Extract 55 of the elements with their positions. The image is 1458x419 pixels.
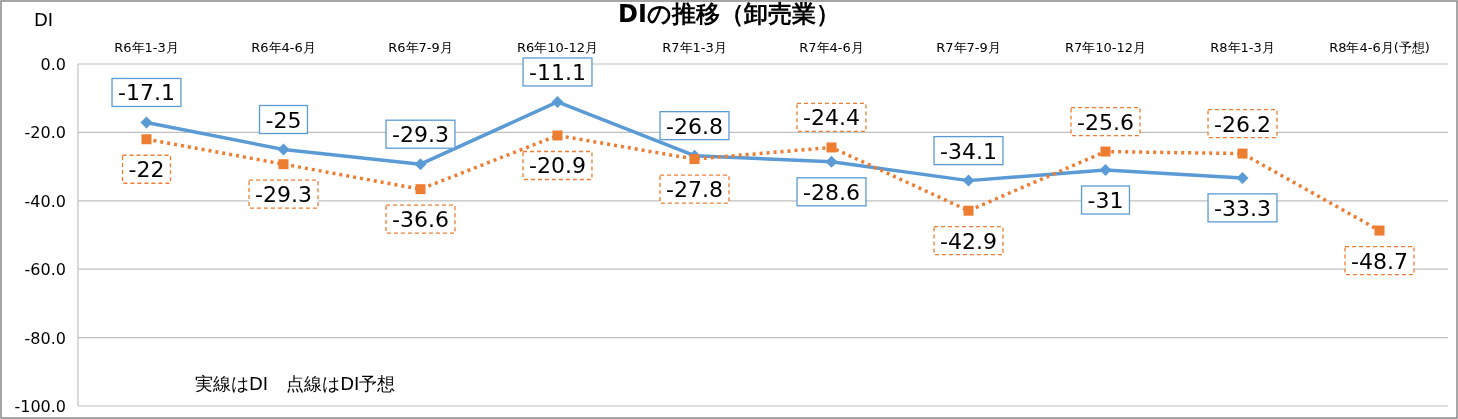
ytick: -100.0 xyxy=(14,397,66,416)
point xyxy=(962,174,975,187)
point xyxy=(963,205,974,216)
ytick: -80.0 xyxy=(24,328,66,348)
data-label: -31 xyxy=(1087,188,1124,214)
data-label: -27.8 xyxy=(666,177,723,203)
data-label: -22 xyxy=(128,157,165,183)
data-label: -33.3 xyxy=(1214,195,1271,221)
ytick: 0.0 xyxy=(40,55,66,74)
point xyxy=(1099,164,1112,177)
data-label: -25.6 xyxy=(1077,109,1134,135)
data-label: -28.6 xyxy=(803,179,860,205)
xtick: R6年4-6月 xyxy=(251,40,316,55)
point xyxy=(1236,171,1249,184)
data-label: -11.1 xyxy=(529,59,586,85)
xtick: R6年7-9月 xyxy=(388,40,453,55)
xtick: R7年10-12月 xyxy=(1064,40,1147,55)
data-label: -26.2 xyxy=(1214,111,1271,137)
point xyxy=(1374,225,1385,236)
point xyxy=(1100,146,1111,157)
data-label: -34.1 xyxy=(940,138,997,164)
xtick: R6年10-12月 xyxy=(516,40,599,55)
point xyxy=(1237,148,1248,159)
xtick: R6年1-3月 xyxy=(114,40,179,55)
data-label: -26.8 xyxy=(666,113,723,139)
xtick: R7年4-6月 xyxy=(799,40,864,55)
data-label: -17.1 xyxy=(118,80,175,106)
annotation: 実線はDI 点線はDI予想 xyxy=(195,373,396,394)
title: DIの推移（卸売業） xyxy=(618,0,840,28)
xtick: R7年7-9月 xyxy=(936,40,1001,55)
xtick: R8年4-6月(予想) xyxy=(1329,40,1430,55)
point xyxy=(689,154,700,165)
data-label: -25 xyxy=(265,107,302,133)
point xyxy=(826,142,837,153)
ytick: -60.0 xyxy=(24,260,66,280)
data-label: -29.3 xyxy=(255,182,312,208)
point xyxy=(278,159,289,170)
point xyxy=(415,184,426,195)
ytick: -20.0 xyxy=(24,123,66,143)
ytick: -40.0 xyxy=(24,191,66,211)
xtick: R8年1-3月 xyxy=(1210,40,1275,55)
data-label: -36.6 xyxy=(392,207,449,233)
point xyxy=(141,134,152,145)
data-label: -20.9 xyxy=(529,153,586,179)
point xyxy=(552,130,563,141)
ylabel: DI xyxy=(34,9,54,30)
data-label: -48.7 xyxy=(1351,248,1408,274)
point xyxy=(277,143,290,156)
point xyxy=(551,95,564,108)
data-label: -29.3 xyxy=(392,122,449,148)
data-label: -42.9 xyxy=(940,228,997,254)
point xyxy=(414,158,427,171)
data-label: -24.4 xyxy=(803,105,860,131)
xtick: R7年1-3月 xyxy=(662,40,727,55)
point xyxy=(140,116,153,129)
